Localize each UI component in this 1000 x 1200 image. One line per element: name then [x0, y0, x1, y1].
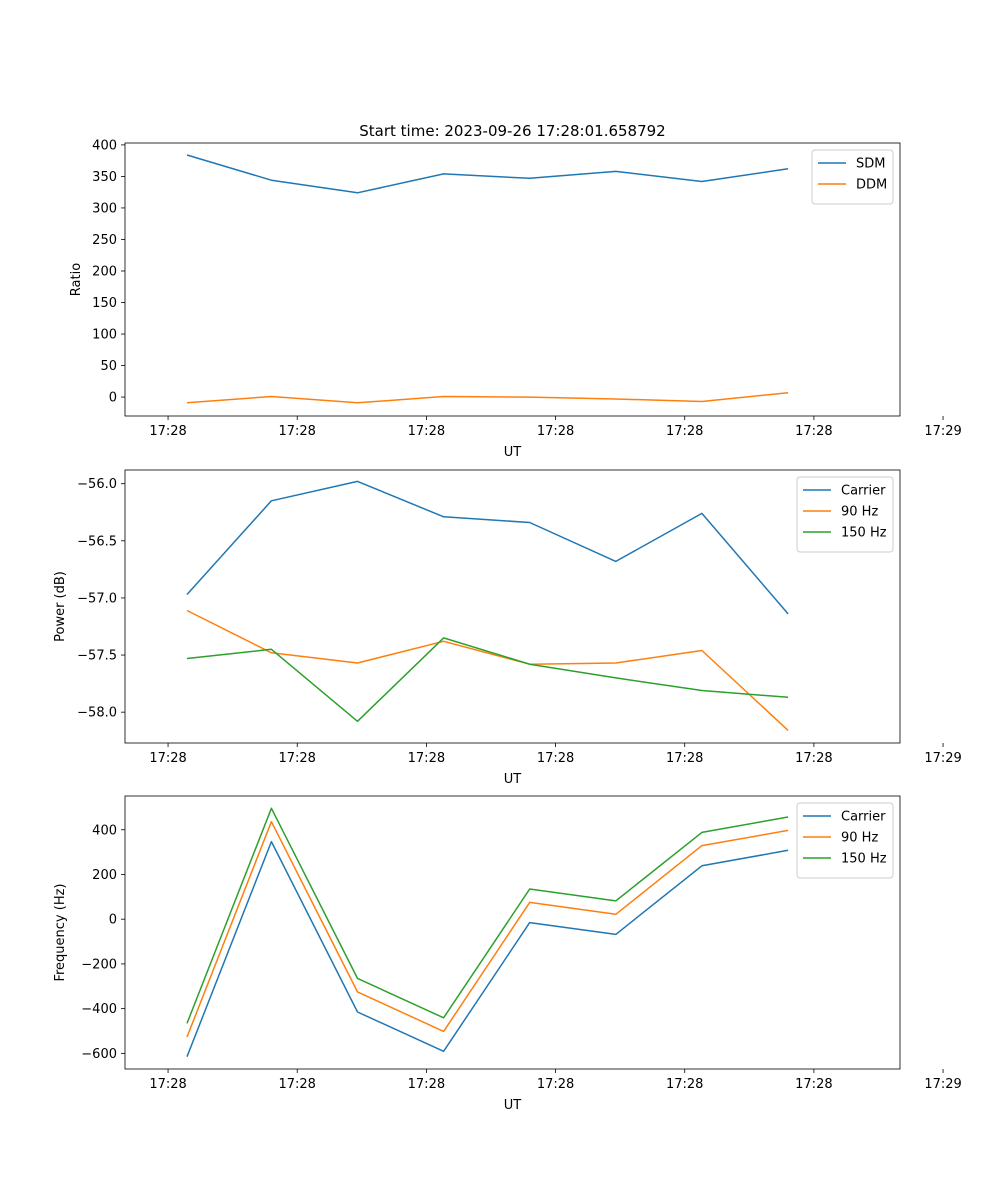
- series-line-90-hz: [186, 820, 789, 1038]
- y-axis-label: Power (dB): [53, 571, 68, 642]
- legend-label: 90 Hz: [841, 831, 878, 846]
- x-tick-label: 17:28: [537, 424, 574, 439]
- x-axis-label: UT: [504, 1098, 522, 1113]
- x-tick-label: 17:28: [795, 751, 832, 766]
- x-tick-label: 17:28: [278, 1077, 315, 1092]
- legend-label: Carrier: [841, 484, 886, 499]
- x-tick-label: 17:29: [924, 424, 961, 439]
- series-line-150-hz: [186, 637, 789, 723]
- y-tick-label: −600: [81, 1047, 117, 1062]
- x-tick-label: 17:28: [408, 1077, 445, 1092]
- y-tick-label: 0: [109, 913, 117, 928]
- x-tick-label: 17:28: [795, 424, 832, 439]
- series-line-sdm: [186, 154, 789, 194]
- legend-label: DDM: [856, 178, 887, 193]
- legend: SDM DDM: [811, 149, 894, 205]
- series-line-90-hz: [186, 609, 789, 731]
- x-axis-label: UT: [504, 445, 522, 460]
- series-line-carrier: [186, 840, 789, 1057]
- y-axis-label: Frequency (Hz): [53, 883, 68, 981]
- y-tick-label: 400: [92, 823, 117, 838]
- legend-label: Carrier: [841, 810, 886, 825]
- chart-panel-2: 17:28 17:28 17:28 17:28 17:28 17:28 17:29 −58.0…: [53, 469, 962, 787]
- legend-box: [796, 476, 894, 553]
- x-tick-label: 17:28: [666, 751, 703, 766]
- figure-title: Start time: 2023-09-26 17:28:01.658792: [359, 122, 665, 140]
- x-tick-label: 17:28: [408, 751, 445, 766]
- series-line-carrier: [186, 480, 789, 615]
- y-tick-label: −56.5: [77, 534, 117, 549]
- legend-box: [796, 802, 894, 879]
- y-tick-label: 200: [92, 264, 117, 279]
- legend-label: SDM: [856, 157, 885, 172]
- y-tick-label: −56.0: [77, 477, 117, 492]
- y-tick-label: 250: [92, 233, 117, 248]
- y-tick-label: 150: [92, 296, 117, 311]
- x-tick-label: 17:28: [795, 1077, 832, 1092]
- y-tick-label: 400: [92, 138, 117, 153]
- charts: 17:28 17:28 17:28 17:28 17:28 17:28 17:29 0 50 10…: [53, 138, 962, 1113]
- x-tick-label: 17:29: [924, 1077, 961, 1092]
- y-tick-label: 100: [92, 328, 117, 343]
- y-tick-label: 0: [109, 391, 117, 406]
- axes-frame: [124, 795, 901, 1070]
- series-line-150-hz: [186, 807, 789, 1024]
- x-tick-label: 17:29: [924, 751, 961, 766]
- legend-label: 150 Hz: [841, 852, 887, 867]
- axes-frame: [124, 469, 901, 744]
- y-tick-label: −200: [81, 957, 117, 972]
- axes-frame: [124, 142, 901, 417]
- series-line-ddm: [186, 391, 789, 404]
- y-axis-label: Ratio: [69, 263, 84, 296]
- x-tick-label: 17:28: [278, 751, 315, 766]
- y-tick-label: −400: [81, 1002, 117, 1017]
- x-tick-label: 17:28: [666, 424, 703, 439]
- y-tick-label: 350: [92, 170, 117, 185]
- x-tick-label: 17:28: [408, 424, 445, 439]
- y-tick-label: 50: [100, 359, 117, 374]
- y-tick-label: 300: [92, 201, 117, 216]
- x-tick-label: 17:28: [278, 424, 315, 439]
- x-tick-label: 17:28: [537, 1077, 574, 1092]
- x-tick-label: 17:28: [149, 1077, 186, 1092]
- y-tick-label: −57.5: [77, 649, 117, 664]
- x-axis-label: UT: [504, 772, 522, 787]
- chart-panel-1: 17:28 17:28 17:28 17:28 17:28 17:28 17:29 0 50 10…: [69, 138, 962, 460]
- y-tick-label: −58.0: [77, 706, 117, 721]
- chart-panel-3: 17:28 17:28 17:28 17:28 17:28 17:28 17:29 −600 −…: [53, 795, 962, 1113]
- x-tick-label: 17:28: [537, 751, 574, 766]
- legend: Carrier 90 Hz 150 Hz: [796, 802, 894, 879]
- y-tick-label: 200: [92, 868, 117, 883]
- legend-label: 90 Hz: [841, 505, 878, 520]
- legend-label: 150 Hz: [841, 526, 887, 541]
- x-tick-label: 17:28: [149, 751, 186, 766]
- legend: Carrier 90 Hz 150 Hz: [796, 476, 894, 553]
- x-tick-label: 17:28: [666, 1077, 703, 1092]
- y-tick-label: −57.0: [77, 591, 117, 606]
- x-tick-label: 17:28: [149, 424, 186, 439]
